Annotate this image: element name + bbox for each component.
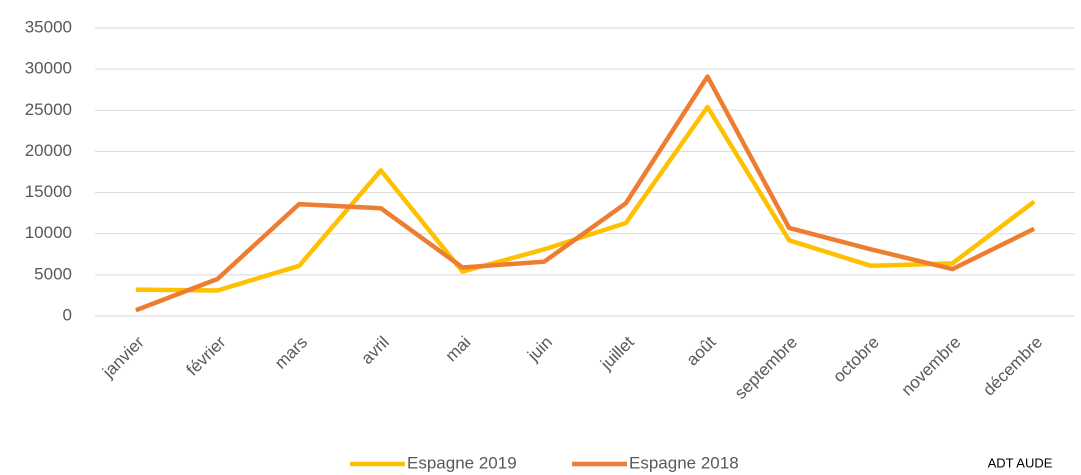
x-tick-label: octobre xyxy=(829,333,883,387)
x-tick-label: décembre xyxy=(979,333,1046,400)
y-tick-label: 25000 xyxy=(25,100,72,119)
x-tick-label: novembre xyxy=(898,333,965,400)
x-tick-label: mars xyxy=(271,333,311,373)
legend-label: Espagne 2018 xyxy=(629,453,739,472)
x-tick-label: janvier xyxy=(98,332,148,382)
y-tick-label: 30000 xyxy=(25,59,72,78)
series-line xyxy=(135,74,1036,313)
series-line xyxy=(135,104,1036,293)
y-tick-label: 0 xyxy=(63,305,72,324)
x-tick-label: mai xyxy=(442,333,475,366)
x-tick-label: février xyxy=(183,332,230,379)
legend-label: Espagne 2019 xyxy=(407,453,517,472)
x-tick-label: août xyxy=(683,332,720,369)
annotation: ADT AUDE xyxy=(988,455,1053,470)
x-tick-label: septembre xyxy=(731,333,801,403)
y-tick-label: 10000 xyxy=(25,223,72,242)
x-tick-label: juin xyxy=(523,333,556,366)
y-tick-label: 20000 xyxy=(25,141,72,160)
x-tick-label: avril xyxy=(357,333,392,368)
y-tick-label: 35000 xyxy=(25,17,72,36)
y-tick-label: 5000 xyxy=(34,264,72,283)
x-tick-label: juillet xyxy=(596,332,638,374)
y-tick-label: 15000 xyxy=(25,182,72,201)
